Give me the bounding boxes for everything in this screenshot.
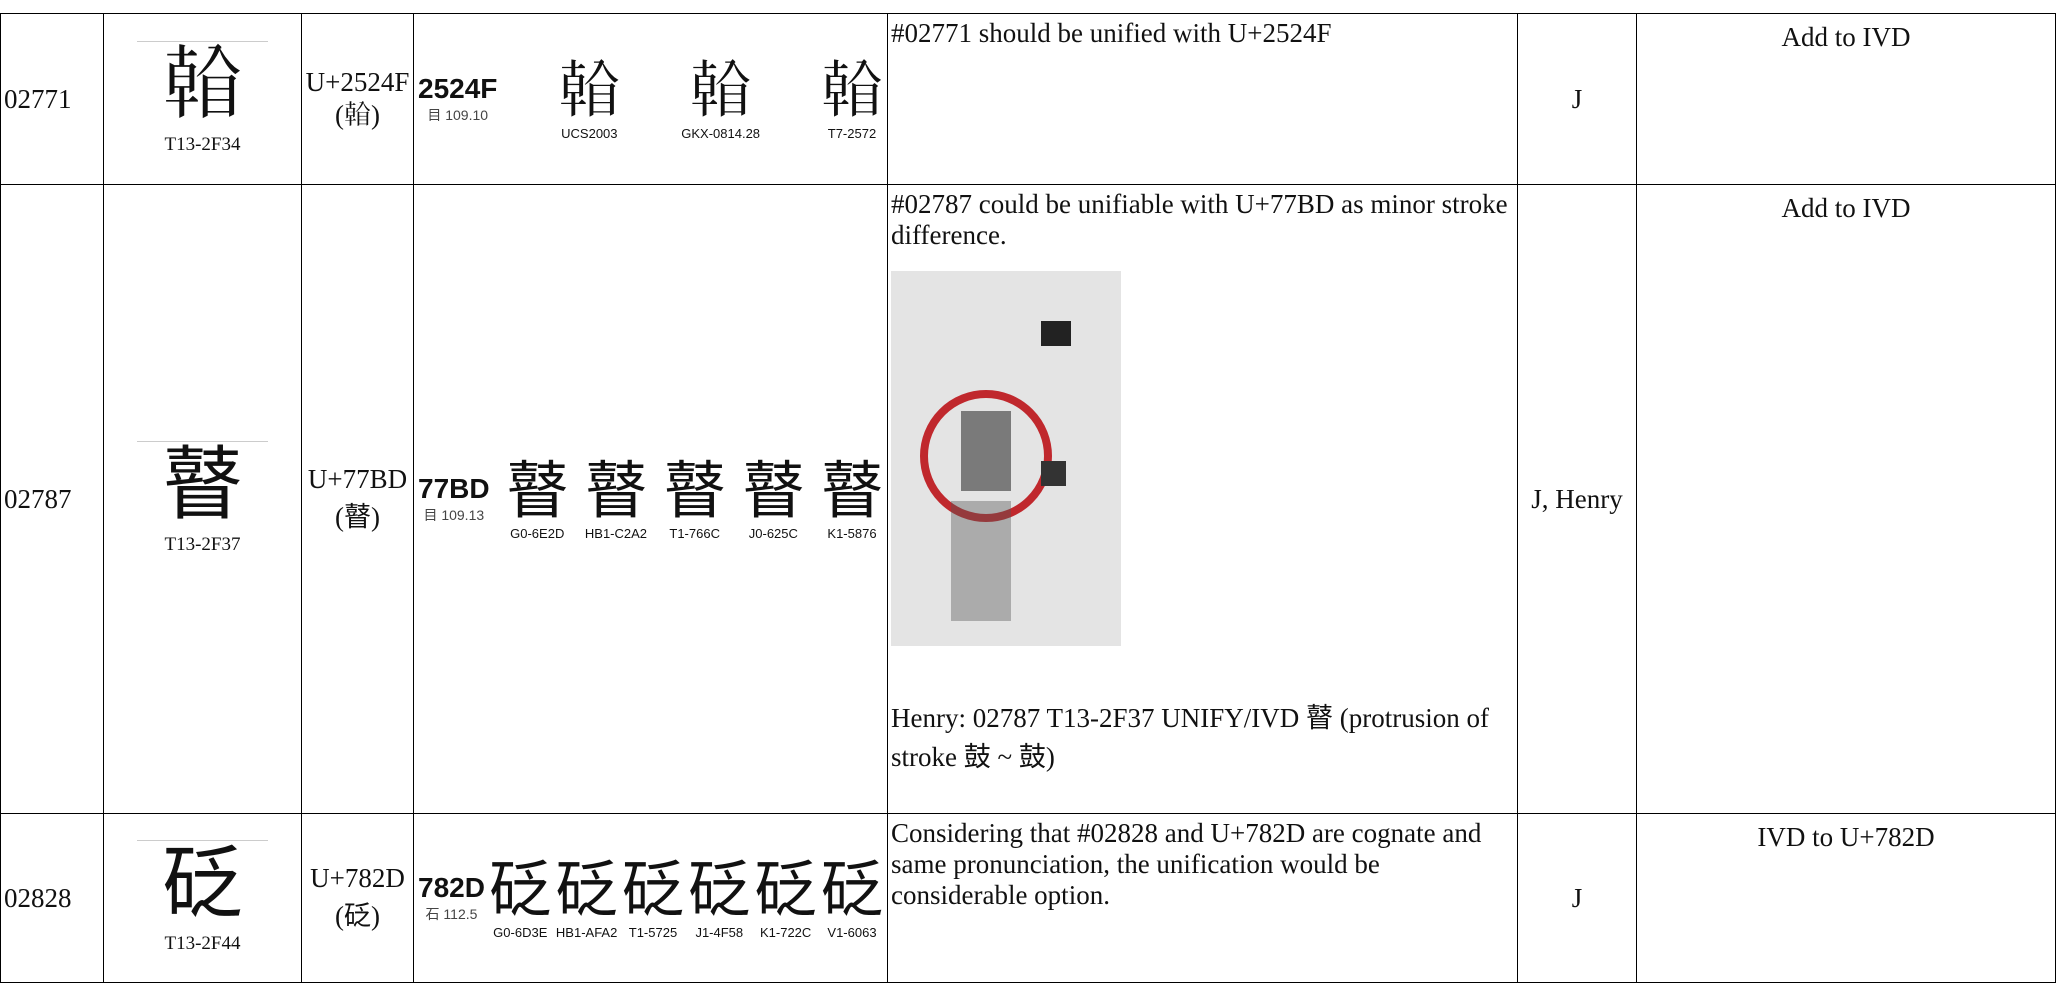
source: T13-2F44 (164, 933, 241, 954)
sample-char: 𥉏 (820, 54, 883, 128)
comment-cell: Considering that #02828 and U+782D are c… (887, 813, 1518, 983)
sample-char: 砭 (621, 853, 684, 927)
radical: 石 112.5 (425, 906, 478, 922)
row: 02828 砭 T13-2F44 U+782D(砭) 782D 石 112.5 砭 G0-6D… (0, 813, 2056, 983)
comment: Considering that #02828 and U+782D are c… (891, 818, 1482, 910)
sample-label: G0-6E2D (510, 525, 565, 541)
ucs-cell: U+77BD(瞽) (301, 184, 414, 814)
glyph-sample: 𥉏 UCS2003 (558, 54, 621, 141)
glyph-sample: 瞽 J0-625C (742, 454, 805, 541)
glyph: 砭 (137, 840, 268, 925)
comment-cell: #02771 should be unified with U+2524F (887, 13, 1518, 185)
glyph-sample: 𥉏 T7-2572 (820, 54, 883, 141)
radical: 目 109.13 (423, 507, 485, 523)
sample-char: 𥉏 (689, 54, 752, 128)
comment: #02787 could be unifiable with U+77BD as… (891, 189, 1508, 250)
glyph-cell: 砭 T13-2F44 (103, 813, 302, 983)
disposition-cell: IVD to U+782D (1636, 813, 2056, 983)
sample-label: V1-6063 (827, 924, 877, 940)
ucs-cell: U+2524F(𥉏) (301, 13, 414, 185)
glyph: 瞽 (137, 441, 268, 526)
sample-char: 𥉏 (558, 54, 621, 128)
sample-label: T1-5725 (628, 924, 678, 940)
evidence-cell: 2524F 目 109.10 𥉏 UCS2003 𥉏 GKX-0814.28 𥉏 T7-257… (413, 13, 888, 185)
glyph-cell: 瞽 T13-2F37 (103, 184, 302, 814)
glyph-sample: 砭 J1-4F58 (688, 853, 751, 940)
from-cell: J, Henry (1517, 184, 1637, 814)
sample-char: 瞽 (663, 454, 726, 528)
sample-label: GKX-0814.28 (681, 125, 761, 141)
sample-char: 砭 (555, 853, 618, 927)
evidence-head: 2524F 目 109.10 (418, 73, 497, 125)
evidence-cell: 77BD 目 109.13 瞽 G0-6E2D 瞽 HB1-C2A2 瞽 T1-766C 瞽 J0… (413, 184, 888, 814)
source: T13-2F34 (164, 134, 241, 155)
code: 2524F (418, 73, 498, 104)
disposition-cell: Add to IVD (1636, 13, 2056, 185)
glyph-sample: 瞽 G0-6E2D (506, 454, 569, 541)
source: T13-2F37 (164, 534, 241, 555)
glyph-sample: 砭 K1-722C (754, 853, 817, 940)
sample-label: T1-766C (669, 525, 720, 541)
evidence-head: 782D 石 112.5 (418, 872, 485, 924)
glyph-sample: 砭 HB1-AFA2 (555, 853, 618, 940)
ucs-cell: U+782D(砭) (301, 813, 414, 983)
ideograph-table: 02771 𥉏 T13-2F34 U+2524F(𥉏) 2524F 目 109.10 𥉏 UC… (0, 13, 2056, 983)
sample-label: J0-625C (748, 525, 798, 541)
sample-char: 砭 (489, 853, 552, 927)
sample-label: UCS2003 (561, 125, 618, 141)
sample-label: HB1-AFA2 (555, 924, 618, 940)
dictionary-scan (891, 271, 1121, 646)
code: 782D (418, 872, 485, 903)
glyph: 𥉏 (137, 41, 268, 126)
sample-char: 瞽 (820, 454, 883, 528)
code: 77BD (418, 473, 490, 504)
sample-label: T7-2572 (827, 125, 877, 141)
glyph-sample: 砭 V1-6063 (820, 853, 883, 940)
row: 02771 𥉏 T13-2F34 U+2524F(𥉏) 2524F 目 109.10 𥉏 UC… (0, 13, 2056, 185)
sample-label: K1-722C (759, 924, 812, 940)
sample-label: K1-5876 (827, 525, 877, 541)
glyph-cell: 𥉏 T13-2F34 (103, 13, 302, 185)
sample-char: 瞽 (506, 454, 569, 528)
row: 02787 瞽 T13-2F37 U+77BD(瞽) 77BD 目 109.13 瞽 G0-6… (0, 184, 2056, 814)
id-cell: 02828 (0, 813, 104, 983)
from-cell: J (1517, 13, 1637, 185)
evidence: 782D 石 112.5 砭 G0-6D3E 砭 HB1-AFA2 砭 T1-5725 砭 J1-… (414, 853, 887, 940)
disposition-cell: Add to IVD (1636, 184, 2056, 814)
sample-char: 瞽 (584, 454, 647, 528)
glyph-sample: 瞽 K1-5876 (820, 454, 883, 541)
sample-char: 瞽 (742, 454, 805, 528)
comment: Henry: 02787 T13-2F37 UNIFY/IVD 瞽 (protr… (891, 703, 1489, 772)
id-cell: 02771 (0, 13, 104, 185)
evidence-cell: 782D 石 112.5 砭 G0-6D3E 砭 HB1-AFA2 砭 T1-5725 砭 J1-… (413, 813, 888, 983)
sample-label: G0-6D3E (493, 924, 548, 940)
evidence: 77BD 目 109.13 瞽 G0-6E2D 瞽 HB1-C2A2 瞽 T1-766C 瞽 J0… (414, 454, 887, 541)
glyph-sample: 砭 T1-5725 (621, 853, 684, 940)
glyph-sample: 砭 G0-6D3E (489, 853, 552, 940)
glyph-sample: 𥉏 GKX-0814.28 (681, 54, 761, 141)
glyph-sample: 瞽 T1-766C (663, 454, 726, 541)
sample-label: HB1-C2A2 (584, 525, 648, 541)
evidence: 2524F 目 109.10 𥉏 UCS2003 𥉏 GKX-0814.28 𥉏 T7-257… (414, 54, 887, 141)
comment: #02771 should be unified with U+2524F (891, 18, 1332, 48)
sample-char: 砭 (820, 853, 883, 927)
radical: 目 109.10 (427, 107, 489, 123)
sample-char: 砭 (688, 853, 751, 927)
glyph-sample: 瞽 HB1-C2A2 (584, 454, 648, 541)
sample-label: J1-4F58 (695, 924, 744, 940)
from-cell: J (1517, 813, 1637, 983)
sample-char: 砭 (754, 853, 817, 927)
evidence-head: 77BD 目 109.13 (418, 473, 490, 525)
comment-cell: #02787 could be unifiable with U+77BD as… (887, 184, 1518, 814)
id-cell: 02787 (0, 184, 104, 814)
